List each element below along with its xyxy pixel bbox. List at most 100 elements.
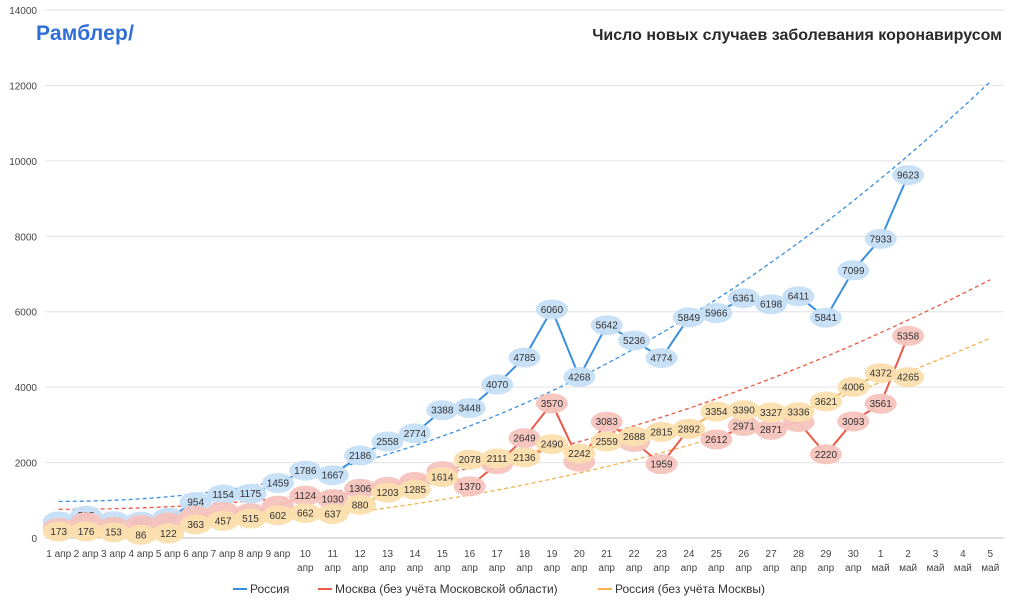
y-tick-label: 2000 [15, 459, 38, 470]
data-point [727, 415, 760, 436]
data-point [672, 307, 705, 328]
data-point [809, 391, 842, 412]
x-tick-label: апр [516, 563, 533, 574]
data-point [700, 302, 733, 323]
data-label: 5849 [678, 313, 701, 324]
x-tick-label: 17 [492, 549, 504, 560]
x-tick-label: апр [407, 563, 424, 574]
x-tick-label: 3 [933, 549, 939, 560]
data-label: 4265 [897, 373, 920, 384]
x-tick-label: 11 [328, 549, 339, 560]
x-tick-label: апр [352, 563, 369, 574]
x-tick-label: май [954, 563, 972, 574]
data-point [316, 465, 349, 486]
x-tick-label: 20 [574, 549, 586, 560]
data-point [179, 492, 212, 513]
data-point [700, 401, 733, 422]
data-label: 5642 [596, 321, 619, 332]
data-point [755, 402, 788, 423]
data-point [535, 393, 568, 414]
y-tick-label: 0 [31, 534, 37, 545]
data-label: 2111 [487, 454, 508, 465]
data-label: 2871 [760, 425, 783, 436]
data-point [426, 467, 459, 488]
data-point [864, 228, 897, 249]
y-tick-label: 12000 [9, 81, 37, 92]
data-label: 1370 [459, 482, 482, 493]
data-label: 2220 [815, 450, 838, 461]
data-point [234, 483, 267, 504]
data-label: 3390 [733, 406, 756, 417]
data-point [892, 367, 925, 388]
x-tick-label: 29 [820, 549, 832, 560]
data-label: 9623 [897, 171, 920, 182]
data-label: 2688 [623, 432, 646, 443]
data-point [152, 523, 185, 544]
data-label: 2078 [459, 455, 482, 466]
x-tick-label: апр [461, 563, 478, 574]
x-tick-label: апр [489, 563, 506, 574]
x-tick-label: апр [790, 563, 807, 574]
data-label: 176 [78, 527, 95, 538]
x-tick-label: апр [708, 563, 725, 574]
data-label: 954 [187, 498, 204, 509]
x-tick-label: 1 апр [46, 549, 71, 560]
data-label: 3354 [705, 407, 728, 418]
data-label: 457 [215, 516, 232, 527]
x-tick-label: апр [845, 563, 862, 574]
data-point [371, 482, 404, 503]
x-tick-label: 13 [382, 549, 394, 560]
data-label: 4268 [568, 373, 591, 384]
x-tick-label: 27 [766, 549, 778, 560]
data-label: 6198 [760, 300, 783, 311]
series-lines [58, 174, 910, 536]
data-label: 1203 [376, 488, 399, 499]
data-label: 5966 [705, 308, 728, 319]
data-label: 662 [297, 509, 314, 520]
legend-label: Россия (без учёта Москвы) [615, 582, 765, 596]
data-point [782, 402, 815, 423]
series-line [58, 174, 910, 523]
data-label: 2242 [568, 449, 591, 460]
x-tick-label: 12 [355, 549, 367, 560]
data-point [289, 503, 322, 524]
data-point [398, 479, 431, 500]
data-point [782, 286, 815, 307]
x-tick-label: май [981, 563, 999, 574]
y-tick-label: 8000 [15, 232, 38, 243]
data-point [755, 294, 788, 315]
data-point [261, 505, 294, 526]
x-tick-label: 9 апр [265, 549, 290, 560]
data-point [508, 347, 541, 368]
data-point [590, 411, 623, 432]
x-tick-label: 15 [437, 549, 449, 560]
data-point [398, 423, 431, 444]
chart-title: Число новых случаев заболевания коронави… [592, 27, 1002, 44]
y-tick-label: 6000 [15, 308, 38, 319]
data-point [289, 460, 322, 481]
data-label: 1306 [349, 484, 372, 495]
data-label: 1959 [650, 460, 673, 471]
rambler-logo: Рамблер/ [36, 22, 135, 45]
data-label: 1154 [212, 490, 234, 501]
data-label: 2971 [733, 421, 756, 432]
data-label: 1459 [267, 478, 290, 489]
x-tick-label: 4 апр [128, 549, 153, 560]
data-label: 3083 [596, 417, 619, 428]
data-point [563, 443, 596, 464]
x-tick-label: 8 апр [238, 549, 263, 560]
data-point [453, 476, 486, 497]
data-label: 3388 [431, 406, 454, 417]
data-label: 1786 [294, 466, 317, 477]
x-tick-label: апр [324, 563, 341, 574]
data-point [179, 514, 212, 535]
x-tick-label: апр [297, 563, 314, 574]
x-tick-label: 7 апр [211, 549, 236, 560]
x-axis: 1 апр 2 апр 3 апр 4 апр 5 апр 6 апр 7 апр 8 апр… [46, 549, 999, 574]
legend-label: Москва (без учёта Московской области) [335, 582, 558, 596]
data-point [755, 419, 788, 440]
data-label: 86 [135, 530, 147, 541]
data-label: 4070 [486, 380, 509, 391]
data-label: 7099 [842, 266, 865, 277]
x-tick-label: апр [735, 563, 752, 574]
